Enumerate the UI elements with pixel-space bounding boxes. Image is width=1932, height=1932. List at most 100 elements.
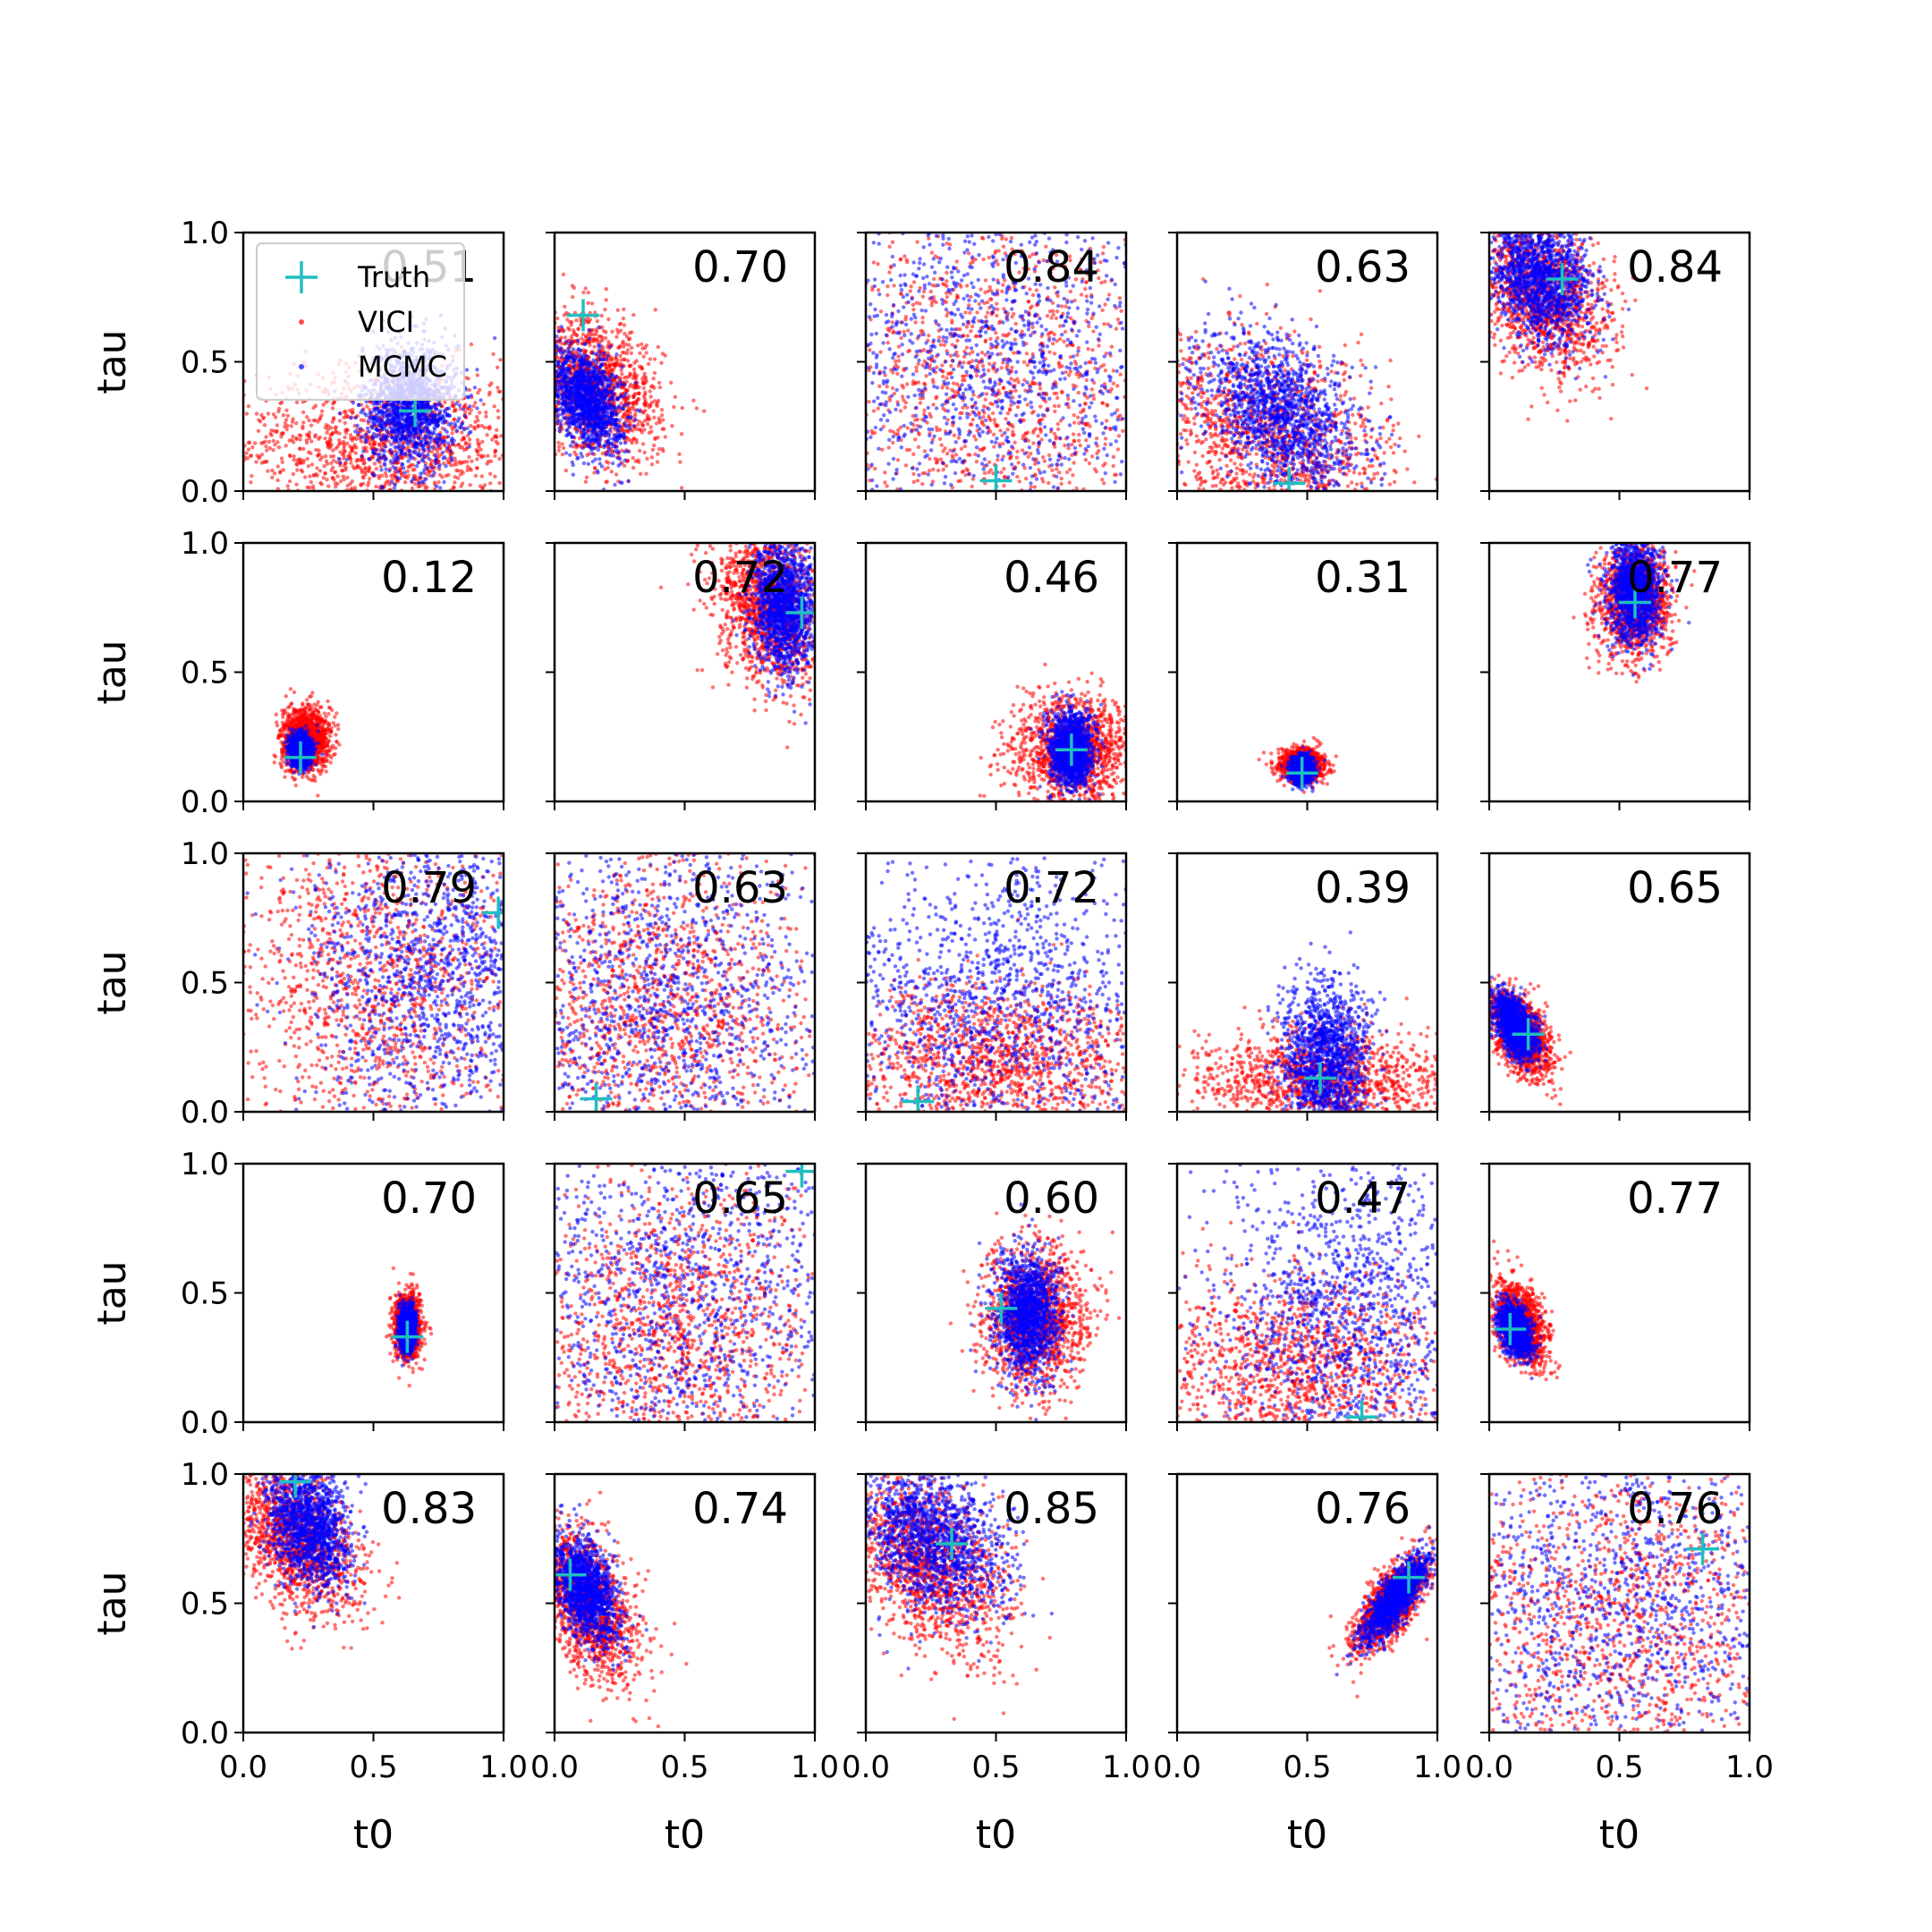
vici-point bbox=[295, 401, 299, 404]
vici-point bbox=[610, 330, 614, 334]
vici-point bbox=[281, 432, 284, 436]
vici-point bbox=[288, 453, 292, 457]
mcmc-point bbox=[588, 444, 591, 447]
mcmc-point bbox=[435, 484, 438, 487]
legend-label-truth: Truth bbox=[357, 260, 430, 294]
vici-point bbox=[623, 358, 626, 361]
vici-point bbox=[270, 476, 274, 479]
vici-point bbox=[329, 454, 333, 458]
mcmc-point bbox=[572, 413, 575, 417]
mcmc-point bbox=[572, 435, 575, 438]
mcmc-point bbox=[570, 386, 573, 390]
vici-point bbox=[459, 462, 462, 465]
mcmc-point bbox=[403, 436, 407, 440]
vici-point bbox=[343, 462, 347, 465]
mcmc-point bbox=[449, 449, 453, 453]
vici-point bbox=[562, 446, 565, 450]
y-tick-label: 1.0 bbox=[181, 216, 229, 251]
vici-point bbox=[572, 328, 575, 332]
mcmc-point bbox=[582, 462, 586, 465]
mcmc-point bbox=[453, 422, 457, 426]
mcmc-point bbox=[397, 401, 401, 404]
mcmc-point bbox=[611, 395, 614, 399]
mcmc-point bbox=[450, 459, 453, 462]
vici-point bbox=[493, 475, 496, 479]
vici-point bbox=[403, 480, 407, 484]
vici-point bbox=[585, 476, 589, 479]
vici-point bbox=[284, 418, 288, 421]
mcmc-point bbox=[610, 412, 614, 416]
vici-point bbox=[581, 333, 585, 336]
mcmc-point bbox=[384, 438, 387, 442]
vici-point bbox=[284, 409, 288, 412]
vici-point bbox=[674, 395, 677, 399]
vici-point bbox=[258, 454, 261, 458]
vici-point bbox=[338, 419, 342, 422]
mcmc-point bbox=[368, 429, 371, 433]
vici-point bbox=[331, 448, 335, 452]
mcmc-point bbox=[416, 461, 419, 464]
mcmc-point bbox=[368, 411, 371, 415]
vici-point bbox=[375, 467, 378, 470]
vici-point bbox=[318, 436, 322, 439]
vici-point bbox=[313, 435, 317, 438]
vici-point bbox=[253, 441, 257, 445]
vici-point bbox=[343, 421, 347, 425]
vici-point bbox=[628, 337, 631, 341]
mcmc-point bbox=[560, 396, 564, 400]
vici-point bbox=[268, 446, 272, 450]
mcmc-point bbox=[396, 470, 400, 474]
vici-point bbox=[453, 410, 456, 413]
vici-point bbox=[365, 450, 369, 453]
mcmc-point bbox=[431, 431, 435, 435]
mcmc-point bbox=[559, 423, 563, 427]
vici-point bbox=[670, 424, 674, 428]
mcmc-point bbox=[421, 459, 425, 462]
mcmc-point bbox=[407, 423, 411, 427]
vici-point bbox=[374, 485, 377, 488]
mcmc-point bbox=[426, 403, 429, 407]
mcmc-point bbox=[604, 389, 607, 393]
vici-point bbox=[654, 308, 657, 311]
vici-point bbox=[286, 484, 290, 487]
vici-point bbox=[335, 445, 339, 448]
mcmc-point bbox=[392, 419, 395, 422]
mcmc-point bbox=[470, 394, 473, 397]
vici-point bbox=[599, 314, 603, 318]
vici-point bbox=[485, 433, 488, 436]
vici-point bbox=[265, 448, 268, 452]
vici-point bbox=[471, 404, 475, 408]
mcmc-point bbox=[568, 453, 572, 457]
mcmc-point bbox=[454, 402, 458, 405]
mcmc-point bbox=[384, 467, 387, 470]
mcmc-point bbox=[384, 434, 387, 437]
vici-point bbox=[349, 461, 352, 464]
vici-point bbox=[317, 448, 320, 452]
vici-point bbox=[614, 335, 618, 339]
mcmc-point bbox=[623, 403, 626, 407]
vici-point bbox=[320, 482, 324, 486]
mcmc-point bbox=[402, 466, 405, 470]
vici-point bbox=[560, 442, 564, 445]
mcmc-point bbox=[337, 457, 341, 461]
mcmc-point bbox=[433, 437, 436, 441]
vici-point bbox=[299, 458, 302, 462]
vici-point bbox=[583, 286, 587, 290]
mcmc-point bbox=[563, 400, 566, 403]
vici-point bbox=[343, 478, 346, 481]
mcmc-point bbox=[377, 410, 381, 413]
mcmc-point bbox=[445, 446, 449, 450]
vici-point bbox=[605, 298, 608, 301]
vici-point bbox=[452, 486, 455, 489]
vici-point bbox=[659, 361, 663, 365]
mcmc-point bbox=[614, 352, 618, 356]
vici-point bbox=[339, 441, 343, 445]
vici-point bbox=[496, 442, 500, 445]
mcmc-point bbox=[434, 462, 437, 465]
mcmc-point bbox=[356, 431, 360, 435]
mcmc-point bbox=[413, 444, 417, 447]
vici-point bbox=[331, 466, 335, 470]
vici-point bbox=[309, 480, 313, 484]
mcmc-point bbox=[591, 389, 595, 393]
mcmc-point bbox=[571, 440, 574, 444]
